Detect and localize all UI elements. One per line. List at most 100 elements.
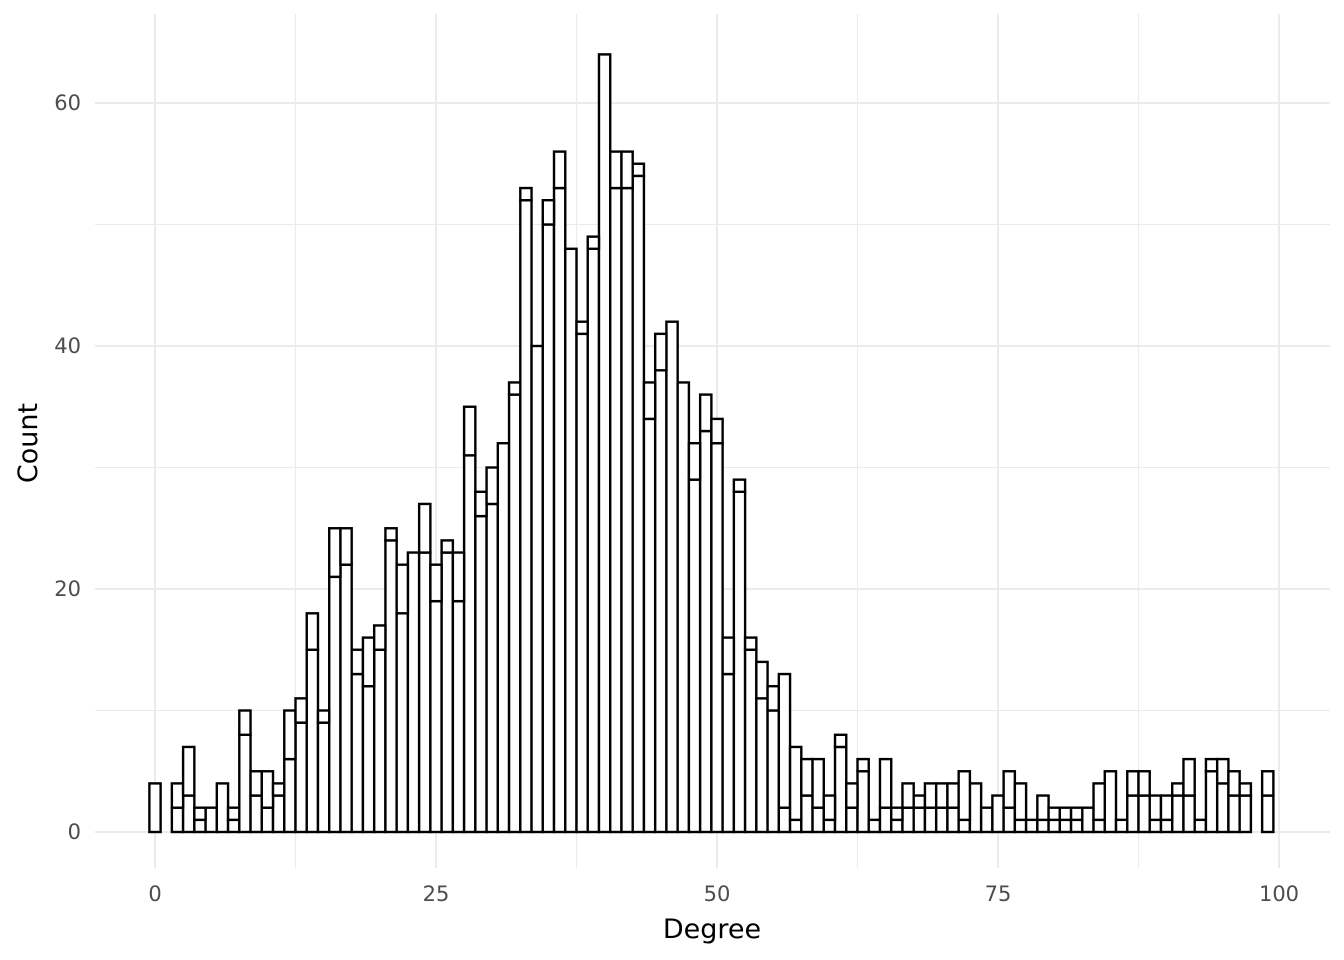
- histogram-bar: [1069, 818, 1084, 834]
- histogram-bar: [384, 539, 398, 834]
- histogram-bar: [755, 660, 769, 700]
- histogram-bar: [283, 757, 297, 834]
- histogram-bar: [1171, 794, 1185, 834]
- histogram-bar: [1227, 770, 1241, 797]
- histogram-bar: [923, 782, 938, 809]
- histogram-bar: [1137, 770, 1151, 797]
- histogram-bar: [339, 527, 353, 566]
- histogram-bar: [811, 806, 825, 834]
- histogram-bar: [1013, 818, 1028, 834]
- histogram-bar: [474, 514, 488, 834]
- histogram-bar: [305, 612, 320, 651]
- histogram-bar: [575, 332, 589, 834]
- histogram-bar: [564, 247, 578, 834]
- histogram-bar: [429, 563, 443, 603]
- histogram-bar: [384, 527, 398, 542]
- histogram-bar: [946, 806, 960, 834]
- histogram-bar: [934, 782, 949, 809]
- histogram-bar: [777, 672, 792, 809]
- histogram-bar: [496, 442, 511, 834]
- histogram-bar: [631, 174, 646, 834]
- histogram-bar: [901, 806, 915, 834]
- histogram-bar: [305, 648, 320, 834]
- histogram-bar: [912, 806, 927, 834]
- histogram-bar: [316, 709, 331, 724]
- histogram-bar: [451, 599, 466, 834]
- histogram-bar: [1036, 794, 1050, 822]
- histogram-bar: [462, 454, 477, 834]
- histogram-bars: [148, 53, 1275, 834]
- histogram-bar: [181, 745, 196, 797]
- histogram-bar: [833, 733, 848, 749]
- y-tick-label: 40: [54, 334, 81, 358]
- histogram-bar: [1159, 818, 1174, 834]
- histogram-bar: [238, 733, 252, 834]
- histogram-bar: [249, 794, 263, 834]
- histogram-bar: [586, 247, 601, 834]
- histogram-bar: [755, 697, 769, 834]
- histogram-bar: [283, 709, 297, 761]
- histogram-bar: [766, 685, 781, 712]
- x-tick-label: 25: [423, 882, 450, 906]
- histogram-bar: [1204, 757, 1219, 773]
- histogram-bar: [350, 672, 365, 834]
- histogram-bar: [1036, 818, 1050, 834]
- histogram-bar: [440, 551, 455, 834]
- histogram-bar: [653, 369, 668, 834]
- histogram-bar: [1171, 782, 1185, 797]
- histogram-bar: [339, 563, 353, 834]
- histogram-bar: [530, 344, 544, 834]
- histogram-bar: [541, 223, 556, 834]
- histogram-bar: [1182, 794, 1196, 834]
- histogram-bar: [1103, 770, 1118, 834]
- histogram-bar: [1092, 818, 1106, 834]
- histogram-bar: [901, 782, 915, 809]
- histogram-bar: [1260, 794, 1275, 834]
- histogram-bar: [1114, 818, 1129, 834]
- histogram-bar: [800, 794, 814, 834]
- histogram-bar: [1047, 818, 1062, 834]
- histogram-bar: [620, 186, 634, 834]
- histogram-bar: [1193, 818, 1208, 834]
- histogram-bar: [215, 782, 230, 834]
- histogram-bar: [609, 186, 623, 834]
- histogram-bar: [710, 417, 724, 445]
- histogram-bar: [193, 806, 207, 822]
- x-tick-label: 100: [1259, 882, 1299, 906]
- x-axis-title: Degree: [663, 914, 761, 945]
- histogram-bar: [856, 757, 870, 773]
- histogram-bar: [429, 599, 443, 834]
- histogram-bar: [350, 648, 365, 676]
- histogram-bar: [912, 794, 927, 809]
- histogram-bar: [856, 770, 870, 834]
- histogram-bar: [1047, 806, 1062, 822]
- histogram-bar: [676, 381, 691, 834]
- histogram-bar: [878, 806, 893, 834]
- histogram-bar: [361, 685, 376, 834]
- histogram-bar: [519, 186, 533, 202]
- histogram-bar: [474, 490, 488, 518]
- histogram-bar: [1002, 770, 1017, 809]
- histogram-bar: [451, 551, 466, 603]
- histogram-bar: [732, 490, 747, 834]
- histogram-bar: [1182, 757, 1196, 797]
- histogram-bar: [1238, 782, 1253, 797]
- histogram-bar: [890, 818, 904, 834]
- histogram-bar: [845, 782, 859, 809]
- y-tick-label: 60: [54, 91, 81, 115]
- histogram-bar: [1204, 770, 1219, 834]
- histogram-bar: [170, 806, 185, 834]
- histogram-bar: [238, 709, 252, 736]
- histogram-bar: [732, 478, 747, 493]
- histogram-bar: [1013, 782, 1028, 822]
- histogram-bar: [743, 636, 758, 651]
- histogram-bar: [1058, 806, 1073, 822]
- histogram-bar: [485, 466, 500, 506]
- histogram-bar: [609, 150, 623, 190]
- histogram-bar: [822, 818, 837, 834]
- histogram-bar: [1215, 782, 1230, 834]
- histogram-bar: [417, 551, 432, 834]
- histogram-bar: [170, 782, 185, 809]
- histogram-bar: [867, 818, 882, 834]
